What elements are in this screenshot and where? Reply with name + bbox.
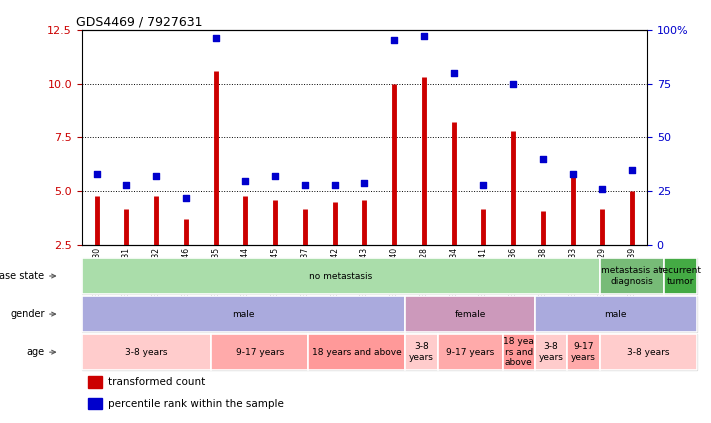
Point — [240, 177, 251, 184]
Text: 3-8 years: 3-8 years — [125, 348, 168, 357]
Text: 9-17
years: 9-17 years — [571, 343, 596, 362]
Bar — [405, 296, 535, 332]
Point — [329, 181, 341, 188]
Bar — [599, 258, 664, 294]
Bar — [503, 334, 535, 370]
Text: 18 yea
rs and
above: 18 yea rs and above — [503, 337, 534, 367]
Bar — [535, 334, 567, 370]
Text: 9-17 years: 9-17 years — [235, 348, 284, 357]
Text: gender: gender — [10, 309, 45, 319]
Text: male: male — [232, 310, 255, 319]
Point — [151, 173, 162, 180]
Text: 18 years and above: 18 years and above — [312, 348, 402, 357]
Bar — [405, 334, 438, 370]
Bar — [664, 258, 697, 294]
Bar — [88, 376, 102, 388]
Text: 9-17 years: 9-17 years — [446, 348, 494, 357]
Text: 3-8
years: 3-8 years — [539, 343, 564, 362]
Bar — [438, 334, 503, 370]
Point — [210, 35, 221, 41]
Point — [597, 186, 608, 192]
Text: 3-8
years: 3-8 years — [410, 343, 434, 362]
Point — [358, 179, 370, 186]
Bar — [82, 296, 405, 332]
Bar — [88, 398, 102, 409]
Text: percentile rank within the sample: percentile rank within the sample — [108, 398, 284, 409]
Bar — [567, 334, 599, 370]
Point — [91, 171, 102, 178]
Point — [626, 167, 638, 173]
Text: age: age — [26, 347, 45, 357]
Point — [299, 181, 311, 188]
Bar — [309, 334, 405, 370]
Text: female: female — [454, 310, 486, 319]
Point — [180, 195, 191, 201]
Point — [121, 181, 132, 188]
Point — [508, 80, 519, 87]
Text: 3-8 years: 3-8 years — [627, 348, 670, 357]
Text: GDS4469 / 7927631: GDS4469 / 7927631 — [76, 16, 203, 28]
Point — [388, 37, 400, 44]
Bar — [535, 296, 697, 332]
Point — [478, 181, 489, 188]
Point — [538, 156, 549, 162]
Bar — [599, 334, 697, 370]
Point — [448, 69, 459, 76]
Text: transformed count: transformed count — [108, 377, 205, 387]
Text: metastasis at
diagnosis: metastasis at diagnosis — [602, 266, 663, 286]
Bar — [82, 334, 211, 370]
Text: no metastasis: no metastasis — [309, 272, 373, 280]
Point — [567, 171, 578, 178]
Point — [418, 33, 429, 39]
Text: recurrent
tumor: recurrent tumor — [660, 266, 702, 286]
Point — [269, 173, 281, 180]
Text: male: male — [604, 310, 627, 319]
Text: disease state: disease state — [0, 271, 45, 281]
Bar — [82, 258, 599, 294]
Bar — [211, 334, 309, 370]
